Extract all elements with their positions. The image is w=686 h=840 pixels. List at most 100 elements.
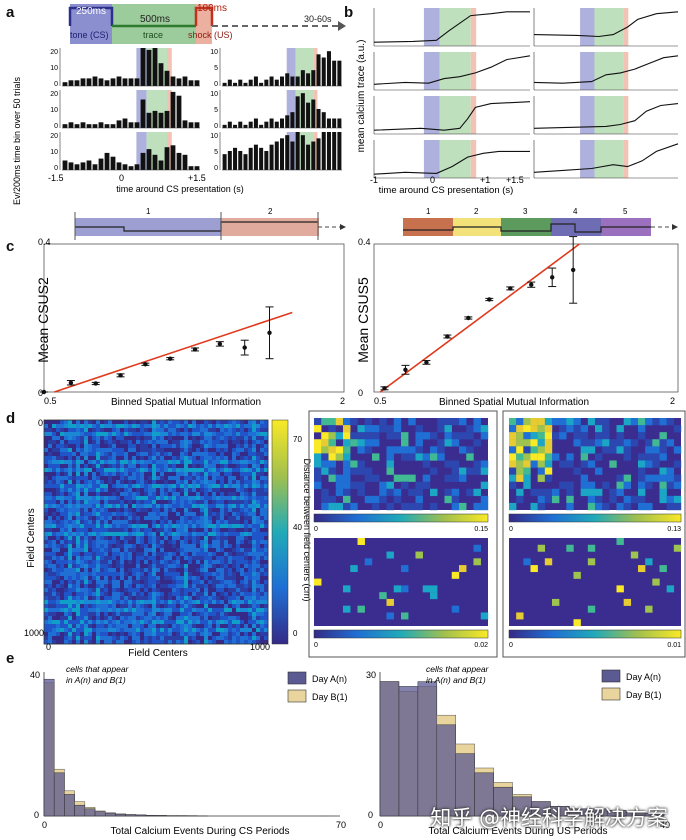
matrix-cell xyxy=(180,600,185,605)
matrix-cell xyxy=(188,496,193,501)
matrix-cell xyxy=(148,616,153,621)
matrix-cell xyxy=(184,464,189,469)
matrix-cell xyxy=(200,536,205,541)
map-cell xyxy=(595,439,603,447)
matrix-cell xyxy=(148,520,153,525)
map-cell xyxy=(537,544,546,552)
matrix-cell xyxy=(48,532,53,537)
matrix-cell xyxy=(240,556,245,561)
matrix-cell xyxy=(260,604,265,609)
matrix-cell xyxy=(212,452,217,457)
matrix-cell xyxy=(68,608,73,613)
matrix-cell xyxy=(172,552,177,557)
matrix-cell xyxy=(140,460,145,465)
matrix-cell xyxy=(176,516,181,521)
matrix-cell xyxy=(192,512,197,517)
matrix-cell xyxy=(100,500,105,505)
matrix-cell xyxy=(252,564,257,569)
matrix-cell xyxy=(180,452,185,457)
matrix-cell xyxy=(116,620,121,625)
hist-bar xyxy=(295,96,300,128)
matrix-cell xyxy=(164,432,169,437)
csus5-ylabel: Mean CSUS5 xyxy=(355,277,371,363)
matrix-cell xyxy=(76,584,81,589)
matrix-cell xyxy=(228,596,233,601)
matrix-cell xyxy=(152,536,157,541)
matrix-cell xyxy=(140,552,145,557)
map-colorbar-max: 0.01 xyxy=(667,642,681,649)
matrix-cell xyxy=(120,480,125,485)
matrix-cell xyxy=(92,612,97,617)
matrix-cell xyxy=(196,628,201,633)
matrix-cell xyxy=(48,548,53,553)
matrix-cell xyxy=(64,460,69,465)
matrix-cell xyxy=(140,592,145,597)
matrix-cell xyxy=(148,420,153,425)
matrix-cell xyxy=(232,532,237,537)
map-cell xyxy=(430,453,438,461)
matrix-cell xyxy=(100,496,105,501)
map-cell xyxy=(566,425,574,433)
matrix-cell xyxy=(232,524,237,529)
matrix-cell xyxy=(76,504,81,509)
matrix-cell xyxy=(248,444,253,449)
matrix-cell xyxy=(92,620,97,625)
matrix-cell xyxy=(180,636,185,641)
matrix-cell xyxy=(140,588,145,593)
map-cell xyxy=(364,432,373,440)
matrix-cell xyxy=(212,604,217,609)
matrix-cell xyxy=(100,528,105,533)
matrix-cell xyxy=(148,500,153,505)
matrix-cell xyxy=(104,612,109,617)
matrix-cell xyxy=(176,512,181,517)
matrix-cell xyxy=(168,576,173,581)
matrix-cell xyxy=(72,424,77,429)
matrix-cell xyxy=(240,544,245,549)
matrix-cell xyxy=(132,612,137,617)
matrix-cell xyxy=(256,504,261,509)
matrix-cell xyxy=(212,456,217,461)
matrix-cell xyxy=(240,580,245,585)
map-cell xyxy=(372,439,380,447)
matrix-cell xyxy=(144,560,149,565)
matrix-cell xyxy=(148,508,153,513)
csus5-bin-strip: 1 2 3 4 5 xyxy=(403,207,678,236)
matrix-cell xyxy=(164,536,169,541)
matrix-cell xyxy=(48,452,53,457)
matrix-cell xyxy=(188,484,193,489)
matrix-cell xyxy=(48,476,53,481)
matrix-cell xyxy=(240,588,245,593)
matrix-cell xyxy=(240,548,245,553)
matrix-cell xyxy=(228,576,233,581)
matrix-cell xyxy=(160,596,165,601)
matrix-cell xyxy=(204,484,209,489)
hist-bar xyxy=(279,138,285,170)
matrix-cell xyxy=(140,432,145,437)
matrix-cell xyxy=(252,632,257,637)
matrix-cell xyxy=(104,596,109,601)
matrix-cell xyxy=(116,532,121,537)
matrix-cell xyxy=(112,628,117,633)
matrix-cell xyxy=(180,548,185,553)
matrix-cell xyxy=(116,588,121,593)
matrix-cell xyxy=(264,440,269,445)
matrix-cell xyxy=(132,532,137,537)
matrix-cell xyxy=(112,512,117,517)
matrix-cell xyxy=(84,584,89,589)
matrix-cell xyxy=(232,476,237,481)
matrix-cell xyxy=(260,588,265,593)
matrix-cell xyxy=(112,552,117,557)
matrix-cell xyxy=(208,552,213,557)
matrix-cell xyxy=(232,424,237,429)
e-right-xtick-max: 40 xyxy=(660,820,670,830)
matrix-cell xyxy=(52,440,57,445)
matrix-cell xyxy=(76,444,81,449)
matrix-cell xyxy=(160,600,165,605)
matrix-cell xyxy=(264,588,269,593)
matrix-cell xyxy=(152,552,157,557)
map-cell xyxy=(530,439,538,447)
matrix-cell xyxy=(160,608,165,613)
hist-bar xyxy=(332,60,337,86)
matrix-cell xyxy=(160,472,165,477)
map-cell xyxy=(530,425,538,433)
